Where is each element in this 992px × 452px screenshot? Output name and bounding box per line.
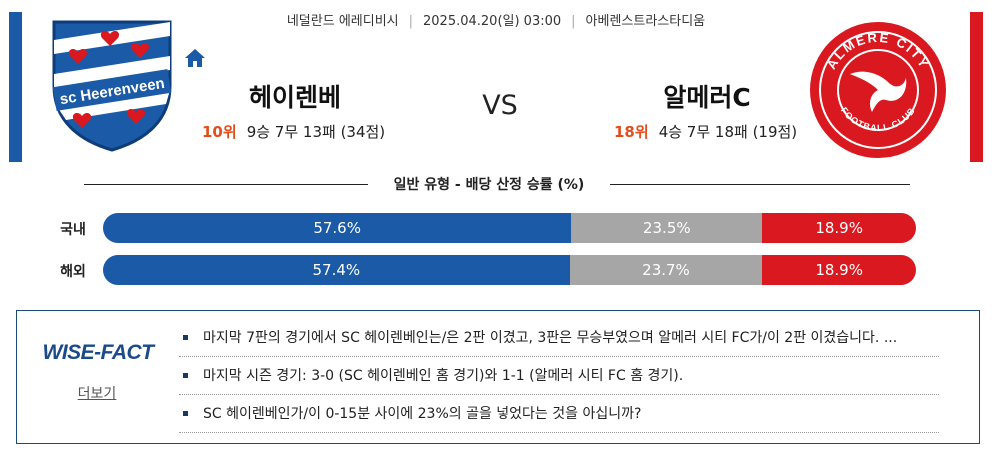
fact-item[interactable]: 마지막 시즌 경기: 3-0 (SC 헤이렌베인 홈 경기)와 1-1 (알메러… (179, 357, 939, 395)
bullet-icon (183, 373, 188, 378)
more-link[interactable]: 더보기 (77, 386, 117, 402)
away-color-bar (970, 12, 983, 162)
section-divider-right (610, 184, 910, 185)
away-team-rank: 18위 (614, 123, 649, 141)
away-team-record: 18위 4승 7무 18패 (19점) (614, 121, 797, 142)
fact-text: 마지막 7판의 경기에서 SC 헤이렌베인는/은 2판 이겼고, 3판은 무승부… (203, 330, 898, 346)
home-team-record: 10위 9승 7무 13패 (34점) (202, 121, 385, 142)
wise-fact-panel: WISE-FACT 더보기 마지막 7판의 경기에서 SC 헤이렌베인는/은 2… (16, 310, 980, 444)
odds-bar-overseas: 57.4% 23.7% 18.9% (103, 255, 916, 285)
bullet-icon (183, 335, 188, 340)
away-team-name[interactable]: 알메러C (663, 83, 751, 112)
odds-bar-domestic: 57.6% 23.5% 18.9% (103, 213, 916, 243)
odds-section-title: 일반 유형 - 배당 산정 승률 (%) (393, 177, 585, 193)
fact-item[interactable]: SC 헤이렌베인가/이 0-15분 사이에 23%의 골을 넣었다는 것을 아십… (179, 395, 939, 433)
match-info: 네덜란드 에레디비시 | 2025.04.20(일) 03:00 | 아베렌스트라스타디… (286, 14, 706, 29)
odds-draw-segment: 23.7% (569, 255, 763, 285)
bullet-icon (183, 411, 188, 416)
home-team-stats: 9승 7무 13패 (34점) (246, 123, 386, 141)
fact-text: SC 헤이렌베인가/이 0-15분 사이에 23%의 골을 넣었다는 것을 아십… (203, 406, 642, 422)
odds-loss-segment: 18.9% (762, 255, 916, 285)
league-name: 네덜란드 에레디비시 (286, 14, 399, 29)
fact-item[interactable]: 마지막 7판의 경기에서 SC 헤이렌베인는/은 2판 이겼고, 3판은 무승부… (179, 319, 939, 357)
away-team-logo: ALMERE CITY FOOTBALL CLUB (810, 22, 946, 158)
home-team-rank: 10위 (202, 123, 237, 141)
odds-win-segment: 57.4% (103, 255, 570, 285)
odds-row-label-overseas: 해외 (60, 264, 86, 280)
odds-loss-segment: 18.9% (762, 213, 916, 243)
home-team-name[interactable]: 헤이렌베 (248, 83, 341, 112)
section-divider-left (84, 184, 368, 185)
home-team-logo: sc Heerenveen (52, 20, 172, 152)
odds-row-label-domestic: 국내 (60, 222, 86, 238)
fact-text: 마지막 시즌 경기: 3-0 (SC 헤이렌베인 홈 경기)와 1-1 (알메러… (203, 368, 684, 384)
fact-list: 마지막 7판의 경기에서 SC 헤이렌베인는/은 2판 이겼고, 3판은 무승부… (179, 319, 939, 433)
odds-win-segment: 57.6% (103, 213, 572, 243)
vs-label: VS (482, 90, 518, 121)
home-icon[interactable] (184, 48, 206, 68)
away-team-stats: 4승 7무 18패 (19점) (658, 123, 798, 141)
odds-section-header: 일반 유형 - 배당 산정 승률 (%) (84, 172, 910, 196)
odds-draw-segment: 23.5% (571, 213, 763, 243)
wise-fact-logo: WISE-FACT (42, 341, 155, 364)
home-color-bar (9, 12, 22, 162)
match-datetime: 2025.04.20(일) 03:00 (423, 14, 562, 29)
venue-name: 아베렌스트라스타디움 (585, 14, 706, 29)
